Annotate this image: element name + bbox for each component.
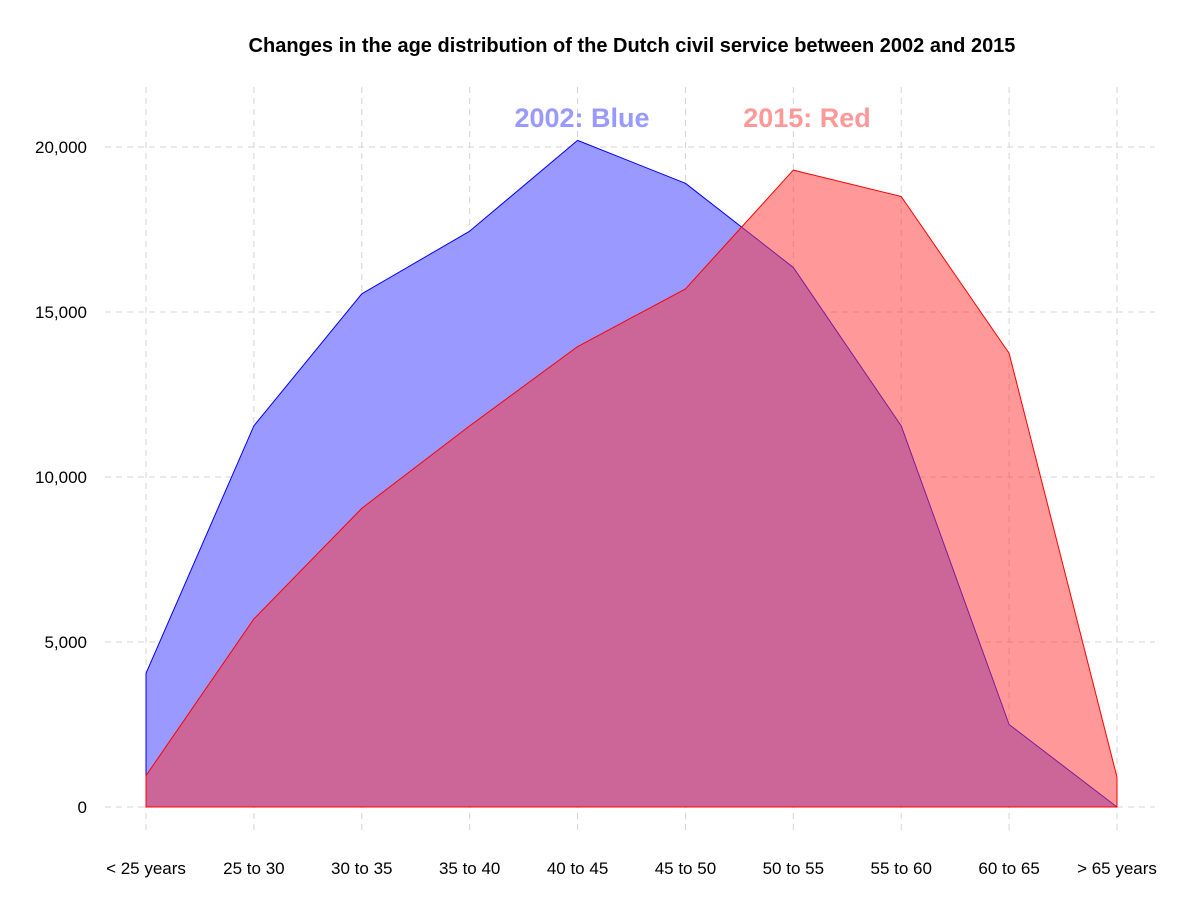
annotation-2002: 2002: Blue	[514, 103, 649, 133]
y-axis-ticks: 0 5,000 10,000 15,000 20,000	[35, 138, 87, 817]
annotation-2015: 2015: Red	[743, 103, 871, 133]
chart-title: Changes in the age distribution of the D…	[249, 35, 1016, 57]
y-tick-label-0: 0	[78, 798, 87, 817]
x-tick-label-0: < 25 years	[106, 859, 186, 878]
y-tick-label-2: 10,000	[35, 468, 87, 487]
y-tick-label-4: 20,000	[35, 138, 87, 157]
x-tick-label-2: 30 to 35	[331, 859, 392, 878]
y-tick-label-1: 5,000	[44, 633, 87, 652]
x-tick-label-5: 45 to 50	[655, 859, 716, 878]
x-tick-label-8: 60 to 65	[978, 859, 1039, 878]
area-layer	[145, 139, 1118, 808]
x-tick-label-3: 35 to 40	[439, 859, 500, 878]
x-tick-label-4: 40 to 45	[547, 859, 608, 878]
x-tick-label-9: > 65 years	[1077, 859, 1157, 878]
x-axis-ticks: < 25 years 25 to 30 30 to 35 35 to 40 40 to …	[106, 859, 1157, 878]
y-tick-label-3: 15,000	[35, 303, 87, 322]
x-tick-label-7: 55 to 60	[870, 859, 931, 878]
x-tick-label-6: 50 to 55	[763, 859, 824, 878]
x-tick-label-1: 25 to 30	[223, 859, 284, 878]
